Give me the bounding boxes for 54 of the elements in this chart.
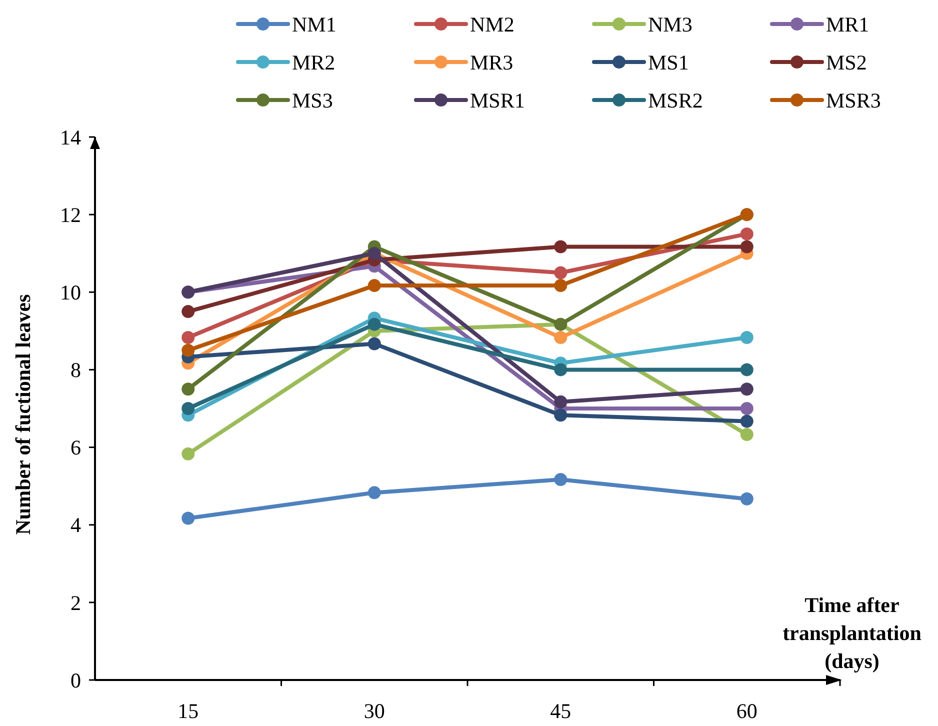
- point: [740, 402, 754, 415]
- y-tick-label: 6: [70, 436, 81, 460]
- legend-label: MS3: [292, 88, 333, 112]
- y-tick-label: 4: [70, 513, 82, 538]
- legend-label: MR2: [292, 50, 336, 74]
- point: [554, 363, 568, 376]
- legend-label: MSR2: [648, 88, 703, 112]
- point: [368, 318, 381, 331]
- point: [740, 428, 754, 441]
- point: [740, 414, 754, 428]
- point: [740, 240, 754, 254]
- x-tick-label: 60: [736, 699, 758, 723]
- legend-label: MS2: [826, 50, 867, 74]
- point: [368, 279, 381, 292]
- point: [554, 395, 568, 408]
- x-tick-label: 15: [178, 699, 199, 723]
- point: [554, 331, 568, 344]
- legend-label: NM2: [470, 12, 514, 36]
- y-tick-label: 8: [70, 358, 81, 382]
- x-axis-title: Time after transplantation (days): [782, 593, 922, 673]
- point: [182, 402, 195, 415]
- legend-label: MR3: [470, 50, 514, 74]
- point: [740, 331, 754, 344]
- y-tick-label: 10: [60, 280, 81, 304]
- point: [182, 344, 195, 357]
- point: [182, 382, 195, 396]
- legend-label: MSR3: [826, 88, 881, 112]
- point: [740, 227, 754, 240]
- point: [740, 492, 754, 506]
- point: [554, 240, 568, 254]
- point: [368, 337, 381, 350]
- point: [740, 382, 754, 396]
- point: [182, 331, 195, 344]
- x-tick-label: 45: [550, 699, 572, 723]
- point: [182, 305, 195, 318]
- y-axis-title: Number of fuctional leaves: [11, 294, 35, 535]
- point: [554, 472, 568, 486]
- point: [182, 447, 195, 460]
- legend-label: MSR1: [470, 88, 525, 112]
- point: [368, 486, 381, 500]
- point: [554, 279, 568, 292]
- point: [740, 363, 754, 376]
- legend-label: NM3: [648, 12, 692, 36]
- point: [554, 266, 568, 280]
- legend-label: MS1: [648, 50, 689, 74]
- y-tick-label: 14: [60, 125, 82, 150]
- y-tick-label: 0: [70, 668, 81, 692]
- x-tick-label: 30: [364, 699, 385, 723]
- legend-label: MR1: [826, 12, 870, 36]
- y-tick-label: 12: [60, 202, 81, 227]
- point: [554, 408, 568, 422]
- point: [182, 512, 195, 525]
- y-tick-label: 2: [70, 590, 81, 615]
- legend-label: NM1: [292, 12, 336, 36]
